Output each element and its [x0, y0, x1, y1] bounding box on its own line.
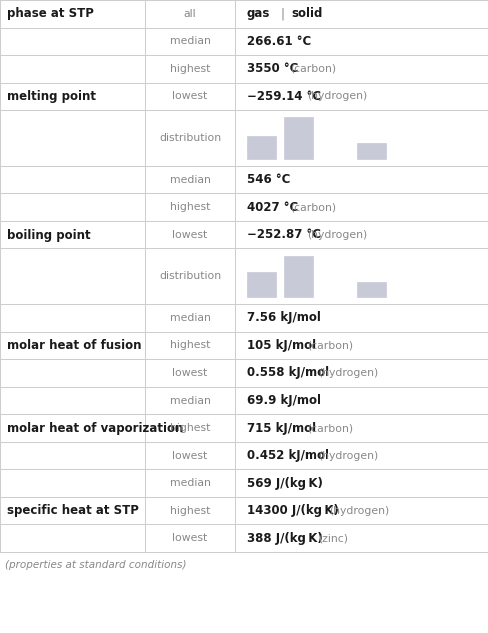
Bar: [283, 256, 312, 298]
Bar: [246, 272, 276, 298]
Text: (carbon): (carbon): [306, 341, 352, 351]
Text: 266.61 °C: 266.61 °C: [246, 35, 310, 48]
Text: (carbon): (carbon): [290, 64, 336, 74]
Text: lowest: lowest: [172, 91, 207, 101]
Text: highest: highest: [169, 341, 210, 351]
Text: specific heat at STP: specific heat at STP: [7, 504, 139, 517]
Text: melting point: melting point: [7, 90, 96, 103]
Text: (carbon): (carbon): [290, 202, 336, 212]
Text: distribution: distribution: [159, 272, 221, 281]
Text: 715 kJ/mol: 715 kJ/mol: [246, 422, 315, 435]
Text: highest: highest: [169, 202, 210, 212]
Text: (hydrogen): (hydrogen): [306, 230, 366, 240]
Text: lowest: lowest: [172, 533, 207, 543]
Text: (carbon): (carbon): [306, 423, 352, 433]
Text: |: |: [280, 7, 284, 20]
Text: highest: highest: [169, 64, 210, 74]
Text: lowest: lowest: [172, 230, 207, 240]
Text: 14300 J/(kg K): 14300 J/(kg K): [246, 504, 338, 517]
Text: boiling point: boiling point: [7, 229, 91, 242]
Text: median: median: [169, 313, 210, 323]
Text: (hydrogen): (hydrogen): [306, 91, 366, 101]
Bar: [356, 282, 386, 298]
Text: (zinc): (zinc): [318, 533, 347, 543]
Bar: [283, 117, 312, 159]
Text: median: median: [169, 478, 210, 488]
Text: 3550 °C: 3550 °C: [246, 62, 298, 75]
Text: 388 J/(kg K): 388 J/(kg K): [246, 532, 322, 545]
Text: highest: highest: [169, 423, 210, 433]
Text: distribution: distribution: [159, 133, 221, 143]
Text: 569 J/(kg K): 569 J/(kg K): [246, 477, 322, 490]
Text: −252.87 °C: −252.87 °C: [246, 228, 320, 241]
Text: median: median: [169, 175, 210, 185]
Text: 546 °C: 546 °C: [246, 173, 290, 186]
Text: gas: gas: [246, 7, 270, 20]
Text: (hydrogen): (hydrogen): [329, 506, 389, 516]
Text: 105 kJ/mol: 105 kJ/mol: [246, 339, 315, 352]
Text: (hydrogen): (hydrogen): [318, 451, 378, 461]
Text: phase at STP: phase at STP: [7, 7, 94, 20]
Text: 7.56 kJ/mol: 7.56 kJ/mol: [246, 311, 320, 325]
Text: all: all: [183, 9, 196, 19]
Text: molar heat of vaporization: molar heat of vaporization: [7, 422, 183, 435]
Text: median: median: [169, 396, 210, 406]
Text: −259.14 °C: −259.14 °C: [246, 90, 321, 103]
Text: molar heat of fusion: molar heat of fusion: [7, 339, 142, 352]
Text: 69.9 kJ/mol: 69.9 kJ/mol: [246, 394, 320, 407]
Text: median: median: [169, 36, 210, 46]
Text: lowest: lowest: [172, 451, 207, 461]
Text: (properties at standard conditions): (properties at standard conditions): [5, 560, 186, 570]
Text: 0.452 kJ/mol: 0.452 kJ/mol: [246, 449, 328, 462]
Text: highest: highest: [169, 506, 210, 516]
Text: lowest: lowest: [172, 368, 207, 378]
Text: 0.558 kJ/mol: 0.558 kJ/mol: [246, 367, 328, 380]
Text: (hydrogen): (hydrogen): [318, 368, 378, 378]
Text: solid: solid: [290, 7, 322, 20]
Text: 4027 °C: 4027 °C: [246, 201, 298, 214]
Bar: [246, 136, 276, 159]
Bar: [356, 143, 386, 159]
